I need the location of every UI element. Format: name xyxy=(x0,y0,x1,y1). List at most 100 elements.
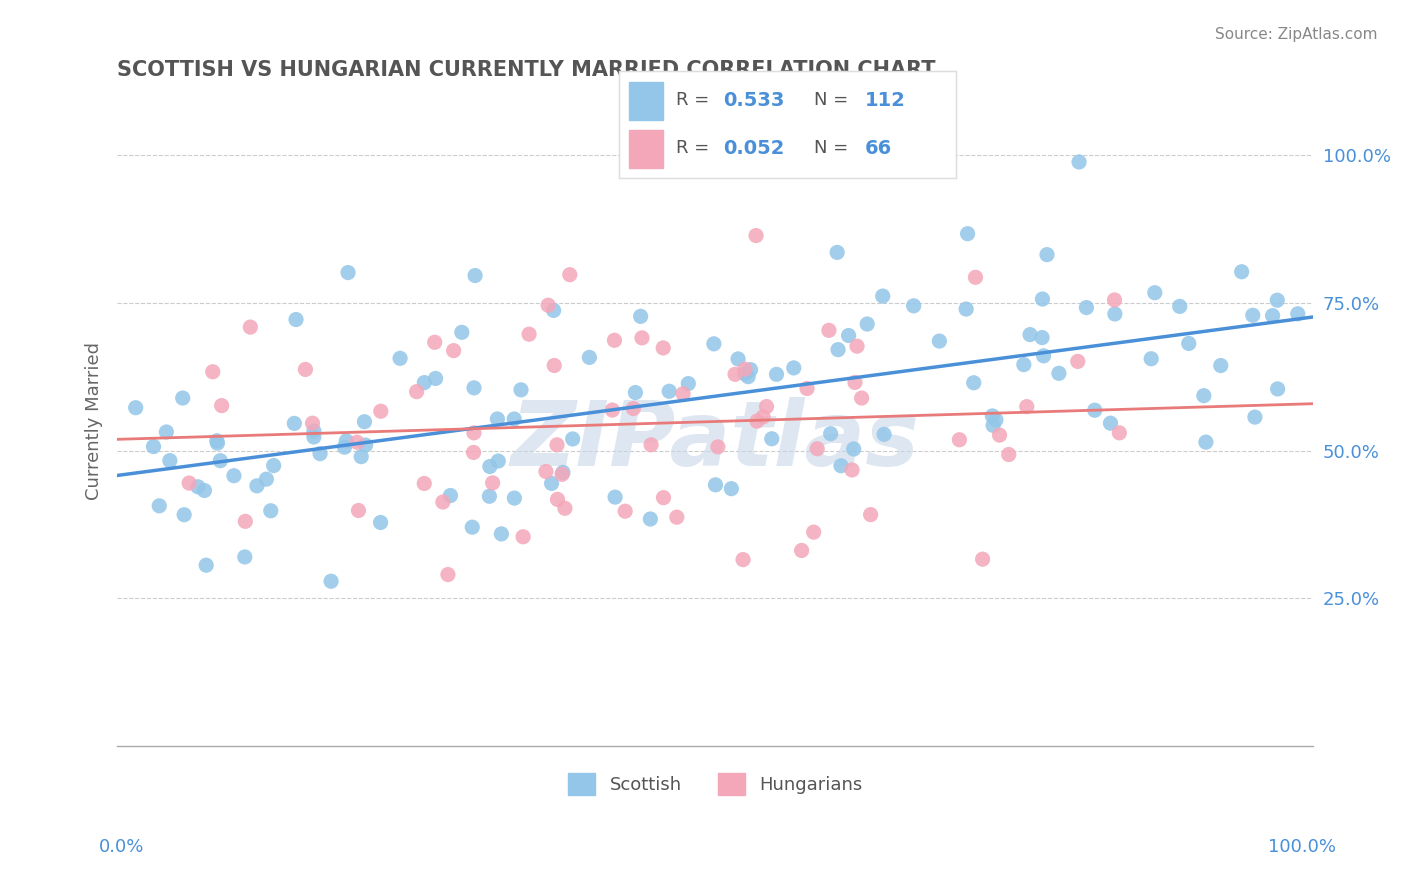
Text: N =: N = xyxy=(814,139,855,157)
Bar xyxy=(628,130,662,168)
Point xyxy=(731,552,754,566)
Point xyxy=(842,442,865,456)
Point xyxy=(981,418,1004,433)
Point xyxy=(806,442,828,456)
Point xyxy=(1168,299,1191,313)
Point xyxy=(972,552,994,566)
Point xyxy=(354,438,377,452)
Text: 0.533: 0.533 xyxy=(723,91,785,110)
Point xyxy=(246,479,269,493)
Point xyxy=(347,503,370,517)
Point xyxy=(432,495,454,509)
Point xyxy=(1067,354,1090,368)
Point xyxy=(1015,400,1038,414)
Point xyxy=(319,574,342,589)
Point xyxy=(1265,293,1288,308)
Point xyxy=(631,331,654,345)
Point xyxy=(353,415,375,429)
Point xyxy=(630,310,652,324)
Text: 0.052: 0.052 xyxy=(723,139,785,158)
Point xyxy=(425,371,447,385)
Point xyxy=(413,376,436,390)
Point xyxy=(517,327,540,342)
Text: SCOTTISH VS HUNGARIAN CURRENTLY MARRIED CORRELATION CHART: SCOTTISH VS HUNGARIAN CURRENTLY MARRIED … xyxy=(117,60,935,79)
Point xyxy=(724,368,747,382)
Point xyxy=(640,512,662,526)
Point xyxy=(283,417,305,431)
Point xyxy=(856,317,879,331)
Point xyxy=(1084,403,1107,417)
Text: N =: N = xyxy=(814,91,855,109)
Point xyxy=(543,359,565,373)
Point xyxy=(148,499,170,513)
Point xyxy=(370,516,392,530)
Point xyxy=(173,508,195,522)
Point xyxy=(720,482,742,496)
Point xyxy=(439,488,461,502)
Point xyxy=(740,362,762,376)
Point xyxy=(727,351,749,366)
Point xyxy=(337,266,360,280)
Point xyxy=(159,453,181,467)
Point xyxy=(125,401,148,415)
Point xyxy=(503,412,526,426)
Point xyxy=(546,438,568,452)
Point xyxy=(486,454,509,468)
Point xyxy=(1267,382,1289,396)
Point xyxy=(820,426,842,441)
Text: 66: 66 xyxy=(865,139,893,158)
Point xyxy=(1076,301,1098,315)
Point xyxy=(389,351,412,366)
Point xyxy=(1241,308,1264,322)
Point xyxy=(558,268,581,282)
Bar xyxy=(628,82,662,120)
Point xyxy=(301,416,323,430)
Point xyxy=(658,384,681,399)
Point xyxy=(602,403,624,417)
Point xyxy=(1031,292,1053,306)
Point xyxy=(478,489,501,503)
Point xyxy=(551,466,574,480)
Point xyxy=(463,381,485,395)
Point xyxy=(997,448,1019,462)
Point xyxy=(761,432,783,446)
Point xyxy=(510,383,533,397)
Point xyxy=(209,453,232,467)
Point xyxy=(1108,425,1130,440)
Point xyxy=(207,436,229,450)
Y-axis label: Currently Married: Currently Married xyxy=(86,343,103,500)
Point xyxy=(1019,327,1042,342)
Point xyxy=(201,365,224,379)
Point xyxy=(783,360,806,375)
Point xyxy=(737,369,759,384)
Point xyxy=(172,391,194,405)
Point xyxy=(1195,435,1218,450)
Point xyxy=(621,401,644,416)
Point xyxy=(665,510,688,524)
Point xyxy=(1031,330,1053,344)
Text: R =: R = xyxy=(676,139,716,157)
Point xyxy=(350,450,373,464)
Point xyxy=(405,384,427,399)
Point xyxy=(796,382,818,396)
Point xyxy=(948,433,970,447)
Point xyxy=(1032,349,1054,363)
Point xyxy=(838,328,860,343)
Point xyxy=(1036,247,1059,261)
Point xyxy=(672,386,695,401)
Point xyxy=(443,343,465,358)
Point xyxy=(603,490,626,504)
Point xyxy=(872,289,894,303)
Point xyxy=(830,458,852,473)
Text: 0.0%: 0.0% xyxy=(98,838,143,856)
Point xyxy=(956,227,979,241)
Point xyxy=(260,504,283,518)
Text: Source: ZipAtlas.com: Source: ZipAtlas.com xyxy=(1215,27,1378,42)
Point xyxy=(450,326,472,340)
Point xyxy=(745,414,768,428)
Point xyxy=(437,567,460,582)
Point xyxy=(302,424,325,438)
Point xyxy=(652,491,675,505)
Point xyxy=(841,463,863,477)
Point xyxy=(652,341,675,355)
